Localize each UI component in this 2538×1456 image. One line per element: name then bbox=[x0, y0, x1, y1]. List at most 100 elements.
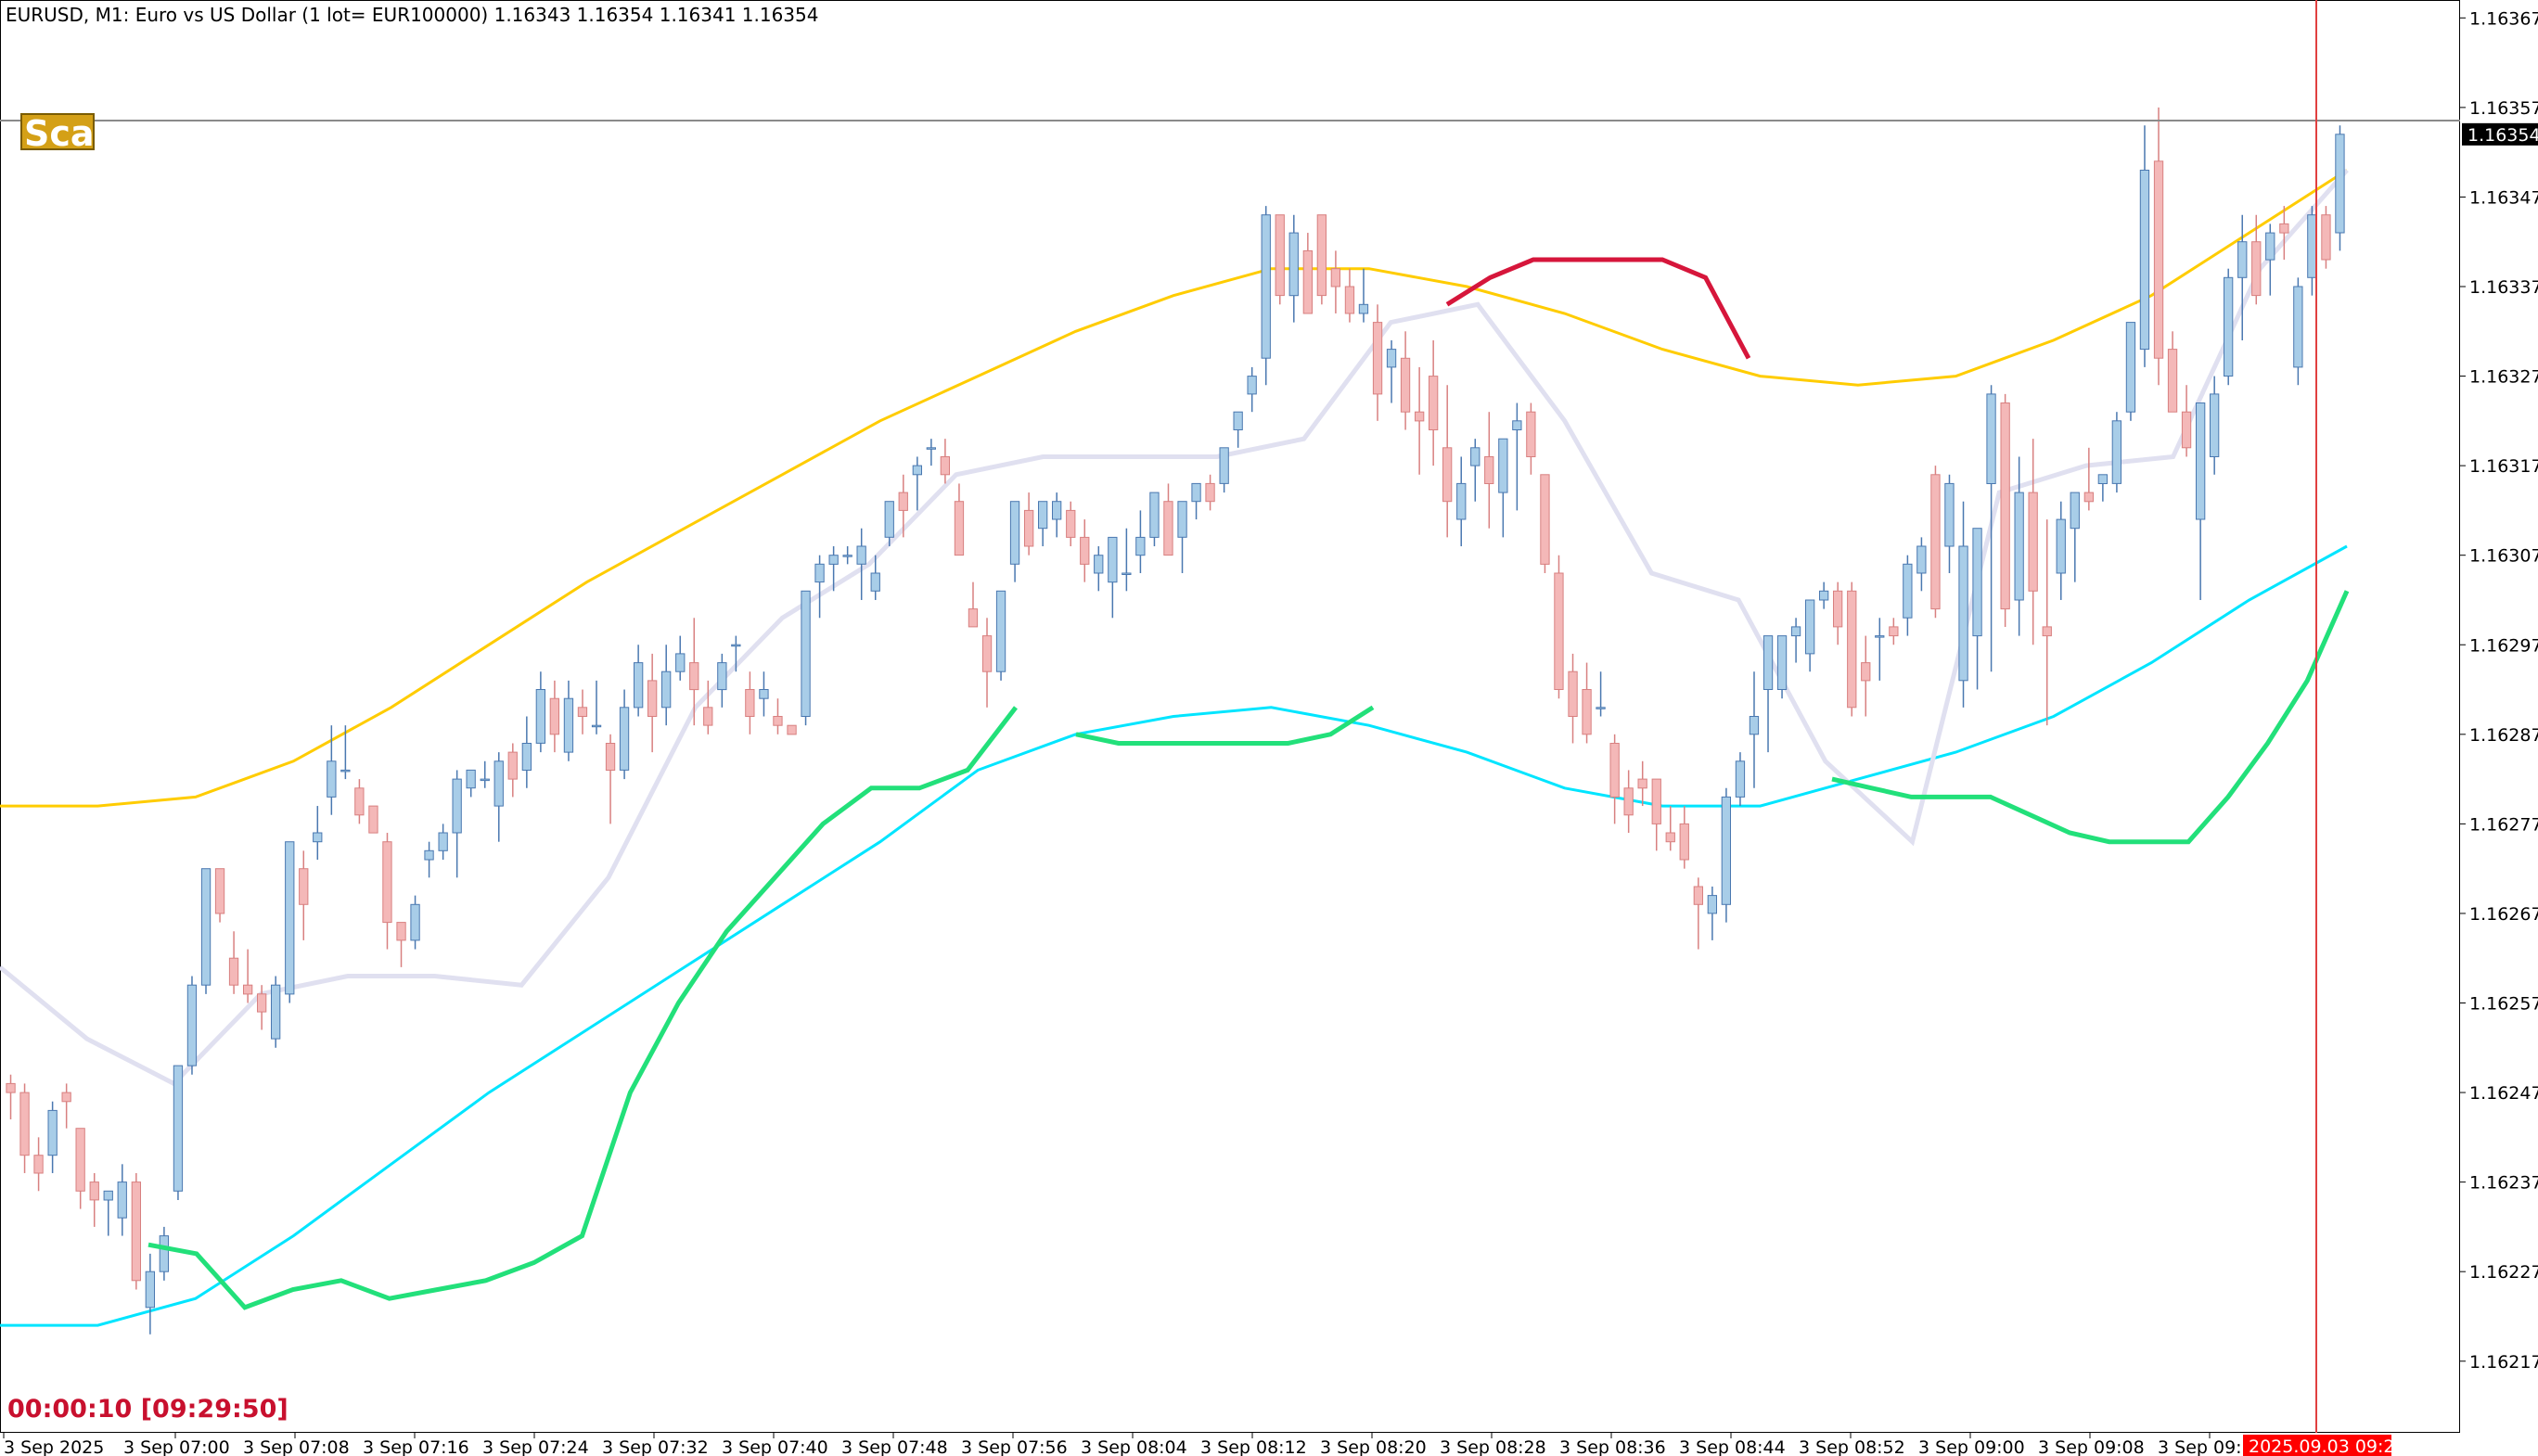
candle bbox=[327, 725, 337, 815]
candle bbox=[801, 590, 811, 726]
candle-body bbox=[494, 760, 504, 807]
candle bbox=[1330, 250, 1340, 313]
candle-body bbox=[912, 465, 923, 476]
candle-body bbox=[814, 563, 825, 583]
price-axis-label: 1.16297 bbox=[2469, 635, 2538, 656]
candle-body bbox=[1749, 716, 1760, 735]
candle-body bbox=[1596, 707, 1606, 709]
candle-body bbox=[2237, 241, 2248, 278]
lower-band-line bbox=[0, 544, 2348, 1327]
signal-up-line bbox=[1831, 590, 2350, 845]
candle-body bbox=[1177, 501, 1187, 538]
candle-body bbox=[466, 769, 476, 789]
candle-body bbox=[1080, 536, 1090, 565]
candle-body bbox=[1066, 509, 1076, 538]
candle bbox=[1749, 671, 1760, 788]
signal-down-line bbox=[1445, 257, 1751, 360]
candle-body bbox=[61, 1092, 71, 1103]
candle bbox=[354, 779, 365, 824]
candle-body bbox=[1721, 796, 1731, 905]
candle-body bbox=[703, 707, 713, 726]
candle bbox=[507, 743, 518, 798]
candle bbox=[75, 1128, 85, 1209]
candle bbox=[47, 1101, 58, 1173]
candle-body bbox=[926, 447, 937, 450]
candle bbox=[1776, 635, 1788, 699]
candle bbox=[577, 689, 588, 734]
candle bbox=[1665, 806, 1675, 851]
candle-body bbox=[1861, 662, 1871, 682]
price-axis-label: 1.16337 bbox=[2469, 277, 2538, 298]
candle bbox=[1875, 618, 1885, 681]
candle bbox=[214, 868, 225, 923]
candle bbox=[1637, 760, 1647, 807]
candle-body bbox=[2153, 160, 2164, 359]
candle bbox=[856, 528, 866, 600]
candle-body bbox=[1261, 214, 1271, 359]
candle-body bbox=[689, 662, 699, 691]
candle bbox=[995, 590, 1006, 681]
candle-body bbox=[1233, 411, 1243, 431]
candle bbox=[591, 680, 602, 734]
candle-body bbox=[1358, 303, 1369, 314]
candle bbox=[759, 671, 769, 717]
candle-body bbox=[968, 608, 979, 628]
candle bbox=[1080, 519, 1090, 582]
candle bbox=[382, 833, 392, 950]
candle-body bbox=[619, 707, 630, 771]
candle-body bbox=[1122, 572, 1132, 575]
candle bbox=[1972, 528, 1982, 690]
candle bbox=[703, 680, 713, 734]
candle bbox=[828, 546, 839, 592]
candle-body bbox=[117, 1181, 127, 1219]
candle bbox=[452, 770, 462, 878]
candle-body bbox=[884, 501, 894, 538]
current-price-marker bbox=[2462, 122, 2538, 146]
candle-body bbox=[1805, 599, 1815, 655]
candle-body bbox=[2014, 492, 2024, 601]
candle-body bbox=[634, 662, 644, 709]
time-axis-label: 3 Sep 07:08 bbox=[243, 1437, 350, 1456]
candle bbox=[1609, 734, 1620, 824]
candle bbox=[2224, 268, 2234, 386]
candle bbox=[1693, 877, 1703, 950]
candle bbox=[1052, 492, 1062, 538]
candle-body bbox=[327, 760, 337, 798]
candle bbox=[1372, 304, 1383, 421]
candle bbox=[1275, 214, 1285, 305]
candle-body bbox=[591, 724, 602, 728]
candle-body bbox=[605, 743, 616, 771]
candle-body bbox=[759, 689, 769, 699]
scale-button[interactable]: Scale bbox=[20, 113, 95, 150]
candle bbox=[884, 501, 894, 547]
price-axis-label: 1.16247 bbox=[2469, 1083, 2538, 1104]
time-axis-label: 3 Sep 08:12 bbox=[1200, 1437, 1307, 1456]
candle-body bbox=[480, 778, 490, 782]
time-axis-label: 3 Sep 07:56 bbox=[961, 1437, 1068, 1456]
candle bbox=[1205, 474, 1215, 511]
candle bbox=[1400, 331, 1411, 430]
candle bbox=[299, 850, 309, 940]
candle bbox=[1944, 474, 1955, 573]
candle bbox=[954, 483, 965, 556]
candle-body bbox=[1386, 349, 1397, 368]
candle bbox=[1554, 555, 1564, 699]
candle-body bbox=[2139, 170, 2150, 351]
candle-body bbox=[1415, 411, 1425, 422]
candle-body bbox=[354, 787, 365, 816]
time-axis-label: 3 Sep 08:04 bbox=[1081, 1437, 1187, 1456]
candle bbox=[2139, 125, 2150, 367]
candle bbox=[2070, 492, 2080, 582]
candle-body bbox=[382, 841, 392, 924]
candle bbox=[1847, 581, 1857, 717]
candle-body bbox=[1302, 249, 1313, 314]
candle bbox=[1149, 492, 1160, 547]
candle bbox=[842, 546, 852, 565]
candle-body bbox=[1762, 635, 1774, 690]
candle-body bbox=[2279, 223, 2289, 234]
time-axis-label: 3 Sep 09:16 bbox=[2158, 1437, 2264, 1456]
candle-body bbox=[1108, 536, 1118, 583]
candle bbox=[563, 680, 574, 761]
candle bbox=[717, 653, 727, 708]
